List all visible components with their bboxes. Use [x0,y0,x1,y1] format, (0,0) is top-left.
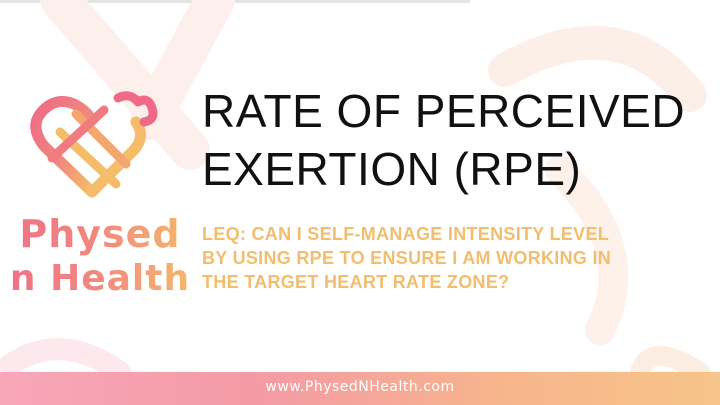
footer-website-link[interactable]: www.PhysedNHealth.com [265,379,455,395]
brand-logo: Physed n Health [0,88,200,318]
top-divider [0,0,470,3]
learning-question-line-1: LEQ: CAN I SELF-MANAGE INTENSITY LEVEL [202,224,610,244]
learning-question: LEQ: CAN I SELF-MANAGE INTENSITY LEVEL B… [202,222,692,294]
learning-question-line-3: THE TARGET HEART RATE ZONE? [202,272,510,292]
learning-question-line-2: BY USING RPE TO ENSURE I AM WORKING IN [202,248,612,268]
footer-bar: www.PhysedNHealth.com [0,372,720,405]
logo-wordmark-line-2: n Health [0,258,200,299]
logo-wordmark-line-1: Physed [0,212,200,256]
slide-title: RATE OF PERCEIVED EXERTION (RPE) [202,82,702,198]
slide-title-line-2: EXERTION (RPE) [202,143,582,195]
heart-icon [30,91,158,198]
slide-title-line-1: RATE OF PERCEIVED [202,85,686,137]
